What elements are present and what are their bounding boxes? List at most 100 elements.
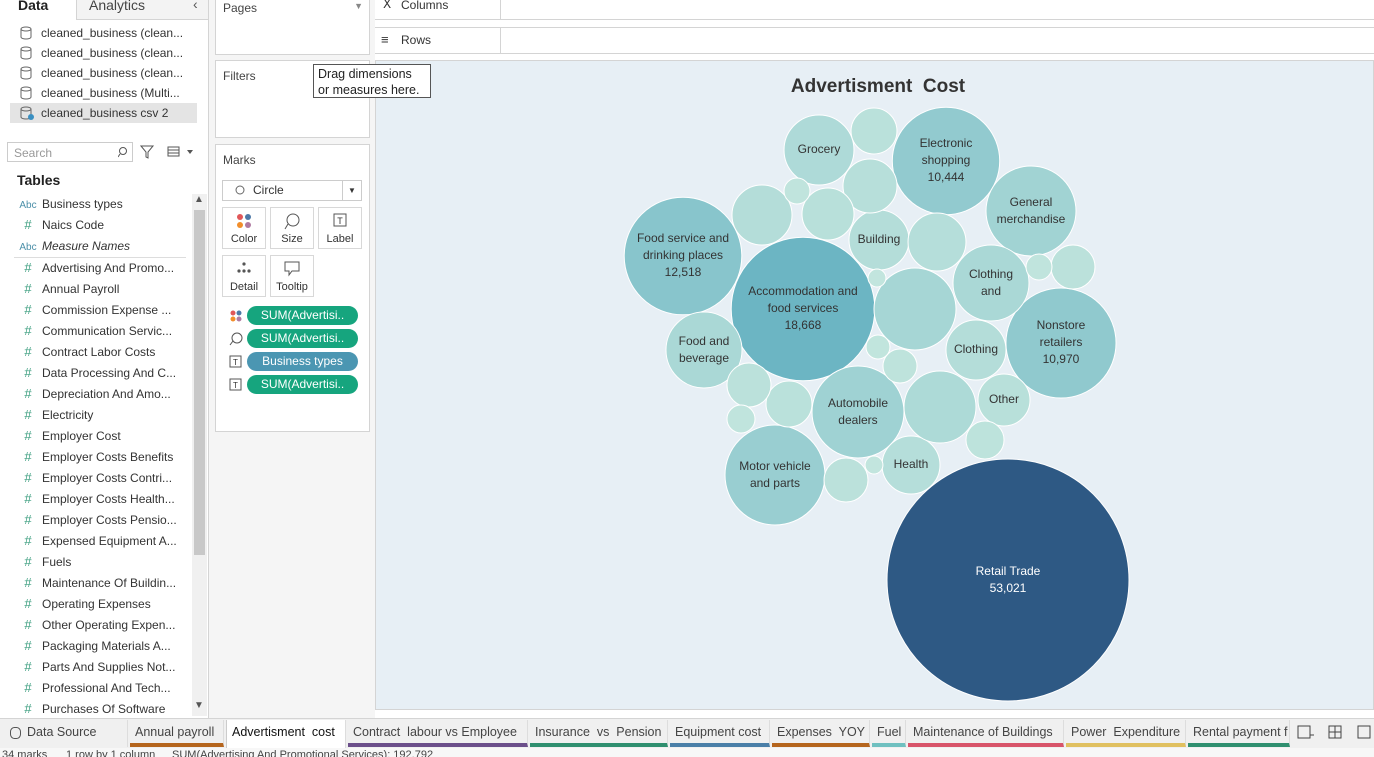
bubble-label: Clothing [946,320,1006,380]
db-body [20,29,32,40]
mark-type-dropdown[interactable]: Circle ▼ [222,180,362,201]
bubble [731,184,793,246]
field-name: Expensed Equipment A... [42,534,177,548]
db-top [20,66,32,72]
sheet-tab[interactable]: Fuel [872,720,906,747]
mark-button-label: Tooltip [276,281,308,293]
category-label: Accommodation and food services [748,284,858,316]
sheet-tab-label: Rental payment f [1193,725,1288,739]
source-name[interactable]: cleaned_business (clean... [41,46,184,60]
field-row[interactable]: # Expensed Equipment A... [14,531,177,551]
field-row[interactable]: # Communication Servic... [14,321,172,341]
db-top [20,86,32,92]
shelf-icon: ≡ [381,32,389,47]
field-row[interactable]: Abc Business types [14,194,122,214]
svg-text:T: T [233,381,238,390]
sheet-tab[interactable]: Annual payroll [130,720,224,747]
field-row[interactable]: # Employer Costs Pensio... [14,510,176,530]
field-row[interactable]: # Purchases Of Software [14,699,165,719]
field-row[interactable]: # Employer Costs Benefits [14,447,173,467]
scroll-up[interactable]: ▲ [194,194,204,205]
field-row[interactable]: # Other Operating Expen... [14,615,175,635]
dropdown-arrow: ▼ [342,181,361,200]
field-name: Fuels [42,555,72,569]
search-box[interactable]: Search [7,142,133,162]
pill-icon [230,310,242,322]
mark-button[interactable]: Tooltip [270,255,314,297]
sheet-tab[interactable]: Power Expenditure [1066,720,1186,747]
field-pill[interactable]: SUM(Advertisi.. [247,375,358,394]
source-name[interactable]: cleaned_business (clean... [41,26,184,40]
field-row[interactable]: # Naics Code [14,215,104,235]
source-name[interactable]: cleaned_business (Multi... [41,86,180,100]
bubble [952,244,1030,322]
bubble [873,267,957,351]
source-name[interactable]: cleaned_business (clean... [41,66,184,80]
new-sheet-buttons[interactable] [1296,724,1374,742]
rows-shelf[interactable]: ≡ Rows [375,27,1374,54]
status-text: SUM(Advertising And Promotional Services… [172,749,434,757]
source-name[interactable]: cleaned_business csv 2 [41,106,169,120]
pane-tab[interactable]: Analytics [89,0,146,13]
field-row[interactable]: # Maintenance Of Buildin... [14,573,176,593]
mark-button[interactable]: T Label [318,207,362,249]
field-row[interactable]: # Electricity [14,405,93,425]
category-label: Motor vehicle and parts [739,458,811,490]
field-row[interactable]: # Fuels [14,552,71,572]
field-row[interactable]: # Contract Labor Costs [14,342,155,362]
separator [14,257,186,258]
hint-line: or measures here. [318,83,420,97]
field-row[interactable]: # Commission Expense ... [14,300,171,320]
collapse-icon[interactable]: ‹ [193,0,198,12]
field-pill[interactable]: SUM(Advertisi.. [247,329,358,348]
bubble [886,458,1130,702]
bubble-label: Electronic shopping 10,444 [892,107,999,214]
sheet-tab[interactable]: Advertisment cost [226,720,346,748]
sheet-tab-label: Annual payroll [135,725,215,739]
sheet-tab[interactable]: Equipment cost [670,720,770,747]
pane-tab[interactable]: Data [18,0,49,13]
field-name: Maintenance Of Buildin... [42,576,177,590]
field-row[interactable]: # Data Processing And C... [14,363,176,383]
field-row[interactable]: # Annual Payroll [14,279,119,299]
card-menu[interactable]: ▼ [354,1,363,11]
category-label: Nonstore retailers [1036,318,1086,350]
sheet-tab[interactable]: Contract labour vs Employee [348,720,528,747]
shelf-label: Rows [401,33,432,47]
field-type-icon: Abc [19,242,37,253]
scroll-thumb[interactable] [194,210,205,555]
field-row[interactable]: # Professional And Tech... [14,678,170,698]
pill-icon: T [229,355,242,368]
pane-tools[interactable] [140,145,196,159]
sheet-tab[interactable]: Rental payment f [1188,720,1290,747]
field-row[interactable]: # Depreciation And Amo... [14,384,170,404]
columns-shelf[interactable]: Ⅹ Columns [375,0,1374,20]
sheet-tab[interactable]: Expenses YOY [772,720,870,747]
pill-icon [229,332,243,346]
mark-button[interactable]: Color [222,207,266,249]
scrollbar[interactable]: ▲ ▼ [192,194,207,716]
field-row[interactable]: # Employer Cost [14,426,120,446]
bubble [1025,253,1053,281]
field-pill[interactable]: SUM(Advertisi.. [247,306,358,325]
sheet-tab[interactable]: Data Source [0,720,128,747]
field-row[interactable]: # Employer Costs Health... [14,489,174,509]
sheet-tab[interactable]: Insurance vs Pension [530,720,668,747]
scroll-down[interactable]: ▼ [194,700,204,711]
field-type-icon: # [24,701,32,716]
bubble-label: Health [882,436,940,494]
field-row[interactable]: # Operating Expenses [14,594,150,614]
field-type-icon: # [24,554,32,569]
mark-button[interactable]: Size [270,207,314,249]
field-pill[interactable]: Business types [247,352,358,371]
field-type-icon: # [24,407,32,422]
field-row[interactable]: # Employer Costs Contri... [14,468,172,488]
field-row[interactable]: # Parts And Supplies Not... [14,657,175,677]
field-type-icon: Abc [19,200,37,211]
field-row[interactable]: # Packaging Materials A... [14,636,170,656]
field-row[interactable]: # Advertising And Promo... [14,258,174,278]
sheet-tab[interactable]: Maintenance of Buildings [908,720,1064,747]
mark-button[interactable]: Detail [222,255,266,297]
bubble-label: General merchandise [986,166,1076,256]
field-row[interactable]: Abc Measure Names [14,236,130,256]
